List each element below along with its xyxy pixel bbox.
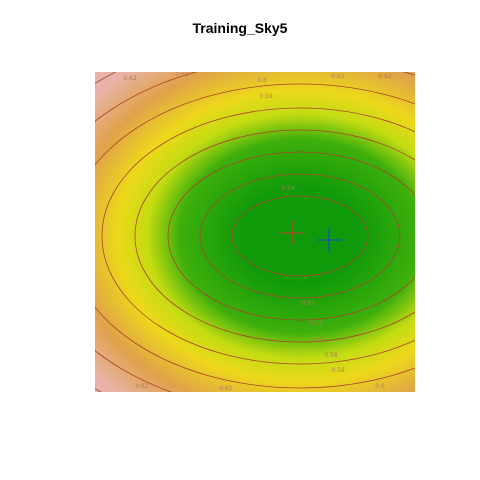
contour-label: 0.61 xyxy=(331,73,345,80)
contour-label: 0.62 xyxy=(378,73,392,80)
contour-label: 0.6 xyxy=(257,77,267,84)
contour-line xyxy=(199,173,401,299)
contour-line xyxy=(167,151,415,321)
contour-label: 0.59 xyxy=(259,93,273,100)
markers xyxy=(280,221,341,252)
red-cross-marker xyxy=(280,221,304,245)
contour-label: 0.6 xyxy=(375,383,385,390)
contour-line xyxy=(134,129,415,343)
contour-line xyxy=(231,195,369,277)
contour-labels: 0.62 0.61 0.6 0.61 0.62 0.59 0.54 0.55 0.56 0.57 0… xyxy=(123,71,392,392)
contour-label: 0.54 xyxy=(281,185,295,192)
contour-label: 0.58 xyxy=(324,352,338,359)
heatmap-field xyxy=(95,72,415,392)
contour-label: 0.57 xyxy=(313,337,327,344)
contour-label: 0.55 xyxy=(301,300,315,307)
blue-cross-marker xyxy=(317,228,341,252)
chart-title: Training_Sky5 xyxy=(192,20,288,36)
contour-label: 0.61 xyxy=(175,71,189,78)
contour-label: 0.59 xyxy=(331,367,345,374)
contour-line xyxy=(101,107,415,365)
contour-label: 0.61 xyxy=(219,385,233,392)
contour-label: 0.62 xyxy=(123,75,137,82)
contour-label: 0.62 xyxy=(135,383,149,390)
contour-line xyxy=(95,83,415,389)
contour-label: 0.56 xyxy=(309,320,323,327)
